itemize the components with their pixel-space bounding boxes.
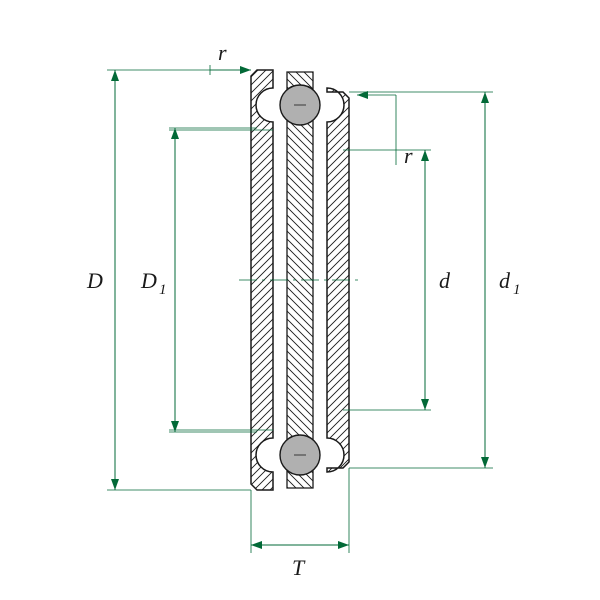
label-D: D: [86, 268, 103, 293]
label-d1: d: [499, 268, 511, 293]
label-D1: D: [140, 268, 157, 293]
label-T: T: [292, 555, 306, 580]
label-r-top: r: [218, 40, 227, 65]
svg-text:1: 1: [159, 282, 167, 298]
label-r-right: r: [404, 143, 413, 168]
svg-text:1: 1: [513, 282, 521, 298]
label-d: d: [439, 268, 451, 293]
bearing-cross-section-diagram: DD1dd1Trr: [0, 0, 600, 600]
